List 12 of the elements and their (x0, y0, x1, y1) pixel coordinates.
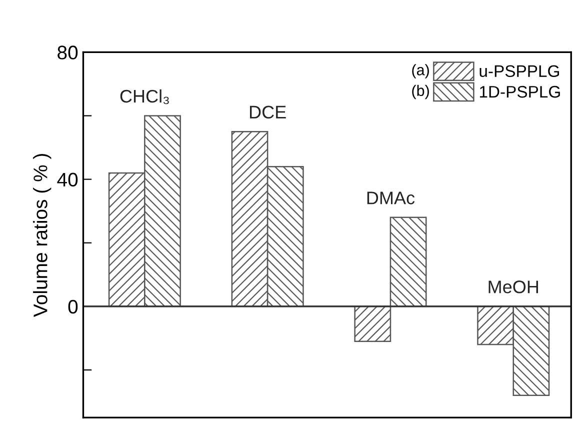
annotation: (a) (412, 64, 429, 78)
x-tick-label: DMAc (367, 192, 415, 204)
y-axis-title: Volume ratios ( % ) (33, 154, 52, 317)
annotation: (b) (412, 84, 429, 100)
x-tick-label: DCE (250, 106, 286, 119)
y-tick-label: 40 (57, 172, 78, 187)
x-tick-label: MeOH (488, 280, 538, 294)
legend-label: u-PSPPLG (480, 65, 559, 78)
legend-label: 1D-PSPLG (480, 86, 560, 98)
y-tick-label: 80 (58, 46, 78, 60)
y-tick-label: 0 (68, 300, 78, 314)
x-tick-label: CHCl₃ (120, 89, 169, 104)
